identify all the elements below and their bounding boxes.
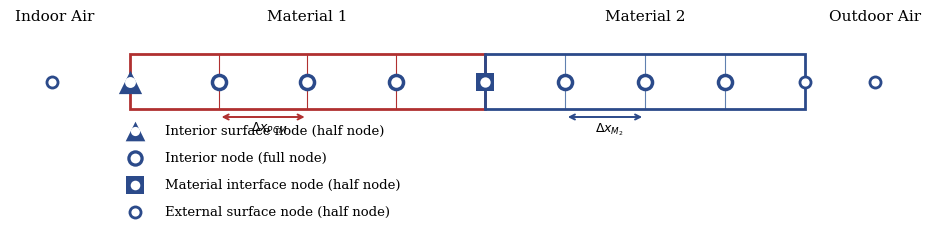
Point [557,80,572,83]
Point [867,80,882,83]
Text: $\Delta x_{PCM}$: $\Delta x_{PCM}$ [251,121,287,136]
Point [127,156,142,160]
Text: Material 1: Material 1 [266,10,347,24]
Point [127,129,142,133]
Point [389,80,404,83]
Point [557,80,572,83]
Point [300,80,315,83]
Point [716,80,731,83]
Text: External surface node (half node): External surface node (half node) [165,206,390,218]
Point [127,183,142,187]
Point [127,183,142,187]
Point [637,80,651,83]
Point [211,80,226,83]
Point [477,80,492,83]
Text: $\Delta x_{M_2}$: $\Delta x_{M_2}$ [594,121,623,138]
Bar [484,54,805,109]
Point [211,80,226,83]
Text: Interior surface node (half node): Interior surface node (half node) [165,125,384,137]
Point [127,129,142,133]
Point [716,80,731,83]
Point [45,80,59,83]
Text: Interior node (full node): Interior node (full node) [165,152,327,164]
Text: Outdoor Air: Outdoor Air [828,10,920,24]
Point [300,80,315,83]
Text: Indoor Air: Indoor Air [15,10,95,24]
Point [127,210,142,214]
Point [867,80,882,83]
Point [637,80,651,83]
Point [389,80,404,83]
Point [122,80,137,83]
Point [797,80,812,83]
Point [122,80,137,83]
Point [127,210,142,214]
Text: Material interface node (half node): Material interface node (half node) [165,179,400,191]
Point [45,80,59,83]
Point [797,80,812,83]
Text: Material 2: Material 2 [604,10,685,24]
Bar [130,54,484,109]
Point [477,80,492,83]
Point [127,156,142,160]
